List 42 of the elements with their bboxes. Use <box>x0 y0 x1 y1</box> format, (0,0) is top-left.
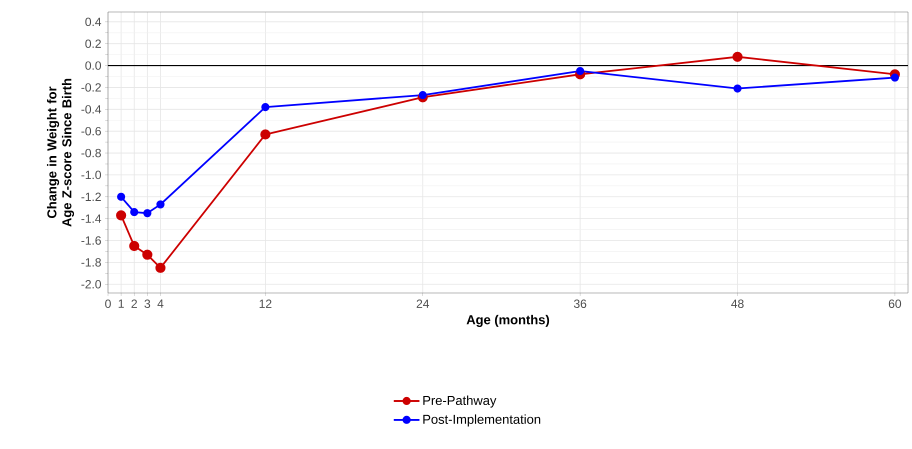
point <box>732 52 743 62</box>
x-tick-label: 4 <box>157 300 164 308</box>
point <box>261 103 270 112</box>
y-tick-label: -1.2 <box>81 192 101 201</box>
x-tick-label: 12 <box>260 300 272 308</box>
x-tick-label: 36 <box>574 300 586 308</box>
point <box>155 262 166 273</box>
point <box>418 91 427 100</box>
point <box>576 66 584 76</box>
point <box>142 250 152 260</box>
x-axis-title: Age (months) <box>466 314 550 327</box>
x-tick-label: 24 <box>416 300 430 308</box>
point <box>116 210 126 220</box>
point <box>890 74 899 82</box>
y-tick-label: 0.2 <box>85 39 101 48</box>
y-axis-title: Change in Weight for Age Z-score Since Birth <box>46 78 74 227</box>
x-tick-label: 0 <box>105 300 111 308</box>
x-tick-label: 3 <box>144 300 150 308</box>
y-tick-label: -0.4 <box>81 105 102 114</box>
y-tick-label: -2.0 <box>81 280 102 288</box>
x-tick-label: 2 <box>132 300 137 308</box>
point <box>733 84 742 93</box>
y-tick-label: -0.2 <box>81 83 101 92</box>
point <box>260 129 270 140</box>
point <box>117 192 126 201</box>
point <box>143 209 152 218</box>
y-tick-label: -0.8 <box>81 148 101 158</box>
y-tick-label: -1.0 <box>81 170 102 180</box>
point <box>130 208 138 216</box>
y-tick-label: 0.0 <box>85 61 102 70</box>
y-tick-label: -1.8 <box>81 258 101 267</box>
y-tick-label: 0.4 <box>85 18 102 26</box>
x-tick-label: 1 <box>118 300 124 308</box>
point <box>156 200 165 209</box>
legend-label: Pre-Pathway <box>423 396 496 408</box>
legend-label: Post-Implementation <box>423 414 540 426</box>
point <box>129 240 140 252</box>
y-tick-label: -0.6 <box>81 126 101 136</box>
x-tick-label: 60 <box>888 300 902 308</box>
y-tick-label: -1.6 <box>81 236 101 245</box>
x-tick-label: 48 <box>731 300 744 308</box>
y-tick-label: -1.4 <box>81 214 102 223</box>
